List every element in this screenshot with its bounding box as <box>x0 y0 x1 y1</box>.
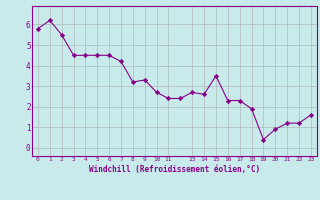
X-axis label: Windchill (Refroidissement éolien,°C): Windchill (Refroidissement éolien,°C) <box>89 165 260 174</box>
